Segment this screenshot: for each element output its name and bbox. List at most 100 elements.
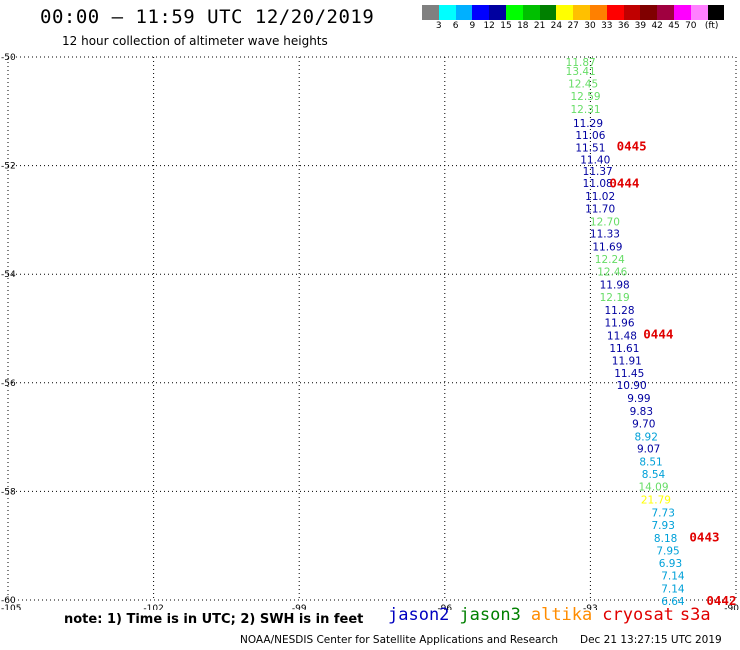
wave-height-value: 11.96 xyxy=(604,318,634,330)
wave-height-value: 13.41 xyxy=(566,66,596,78)
map-frame xyxy=(7,56,737,601)
wave-height-value: 11.98 xyxy=(600,280,630,292)
wave-height-value: 11.33 xyxy=(590,228,620,240)
wave-height-value: 8.54 xyxy=(642,469,666,481)
color-scale-label: 33 xyxy=(601,21,613,31)
wave-height-value: 12.70 xyxy=(590,217,620,229)
x-tick-label: -90 xyxy=(724,604,739,610)
wave-height-value: 9.07 xyxy=(637,444,660,456)
legend-jason3: jason3 xyxy=(459,605,521,625)
wave-height-value: 10.90 xyxy=(617,380,647,392)
color-swatch xyxy=(556,5,574,20)
color-swatch xyxy=(673,5,691,20)
wave-height-value: 11.48 xyxy=(607,331,637,343)
color-swatch xyxy=(657,5,674,20)
legend-altika: altika xyxy=(530,605,593,625)
color-scale-label: 18 xyxy=(517,21,529,31)
color-swatch xyxy=(640,5,658,20)
y-tick-label: -52 xyxy=(1,162,16,172)
wave-height-value: 11.28 xyxy=(604,305,634,317)
color-swatch xyxy=(623,5,641,20)
wave-height-value: 14.09 xyxy=(638,482,668,494)
wave-height-value: 11.70 xyxy=(585,203,615,215)
axis-ticks: -105 -102 -99 -96 -93 -90 -50 -52 -54 -56 -58 -60 xyxy=(1,53,739,610)
color-swatch xyxy=(573,5,590,20)
wave-height-value: 12.45 xyxy=(568,79,598,91)
wave-height-value: 12.19 xyxy=(600,292,630,304)
y-tick-label: -54 xyxy=(1,270,16,280)
wave-height-value: 11.06 xyxy=(575,130,605,142)
color-scale-label: (ft) xyxy=(704,21,719,31)
color-scale-label: 27 xyxy=(567,21,579,31)
wave-height-value: 11.91 xyxy=(612,356,642,368)
wave-height-value: 11.29 xyxy=(573,118,603,130)
color-scale-labels: 3 6 9 12 15 18 21 24 27 30 33 36 39 42 45 70 (ft) xyxy=(422,21,740,33)
color-scale-label: 12 xyxy=(483,21,495,31)
x-tick-label: -102 xyxy=(143,604,163,610)
wave-height-value: 11.45 xyxy=(614,368,644,380)
wave-height-value: 7.14 xyxy=(661,584,685,596)
wave-height-value: 6.64 xyxy=(661,596,685,608)
generated-timestamp: Dec 21 13:27:15 UTC 2019 xyxy=(580,634,722,646)
color-scale-label: 3 xyxy=(435,21,442,31)
color-scale-label: 70 xyxy=(685,21,697,31)
pass-time-label: 0443 xyxy=(689,530,719,545)
wave-height-value: 7.95 xyxy=(656,546,679,558)
color-swatch xyxy=(690,5,708,20)
color-scale-label: 6 xyxy=(452,21,459,31)
wave-height-value: 7.93 xyxy=(652,520,675,532)
color-scale-label: 39 xyxy=(634,21,647,31)
wave-height-value: 11.51 xyxy=(575,143,605,155)
pass-time-label: 0444 xyxy=(643,326,673,341)
color-swatch xyxy=(589,5,607,20)
wave-height-value: 11.87 xyxy=(566,57,596,69)
wave-height-value: 8.92 xyxy=(635,432,658,444)
y-tick-label: -56 xyxy=(1,379,16,389)
pass-time-labels: 0445 0444 0444 0443 0442 xyxy=(609,139,736,608)
wave-height-value: 8.18 xyxy=(654,533,677,545)
y-tick-label: -60 xyxy=(1,596,16,606)
x-tick-label: -96 xyxy=(437,604,452,610)
wave-height-value: 11.61 xyxy=(609,343,639,355)
wave-height-value: 11.40 xyxy=(580,155,610,167)
color-scale-label: 21 xyxy=(533,21,546,31)
color-scale-label: 30 xyxy=(584,21,596,31)
map-border xyxy=(7,56,737,601)
map-grid xyxy=(8,57,736,600)
map-subtitle: 12 hour collection of altimeter wave hei… xyxy=(62,34,328,48)
credit-line: NOAA/NESDIS Center for Satellite Applica… xyxy=(240,634,558,646)
color-swatch xyxy=(438,5,456,20)
color-swatch xyxy=(606,5,624,20)
color-swatch xyxy=(539,5,557,20)
y-tick-label: -50 xyxy=(1,53,16,63)
color-scale-label: 45 xyxy=(668,21,680,31)
wave-height-value: 9.83 xyxy=(630,406,653,418)
color-scale-label: 24 xyxy=(550,21,563,31)
color-scale-label: 42 xyxy=(651,21,663,31)
wave-height-value: 11.08 xyxy=(583,178,613,190)
x-tick-label: -93 xyxy=(583,604,598,610)
color-scale-bar xyxy=(422,5,725,20)
color-scale-label: 15 xyxy=(500,21,512,31)
wave-height-value: 7.14 xyxy=(661,571,685,583)
color-swatch xyxy=(707,5,725,20)
pass-time-label: 0444 xyxy=(609,176,639,191)
footnote: note: 1) Time is in UTC; 2) SWH is in fe… xyxy=(64,612,364,627)
wave-height-value: 9.99 xyxy=(627,393,650,405)
map-title: 00:00 – 11:59 UTC 12/20/2019 xyxy=(40,6,375,28)
x-tick-label: -99 xyxy=(292,604,307,610)
wave-height-value: 7.73 xyxy=(652,508,675,520)
color-swatch xyxy=(522,5,540,20)
color-swatch xyxy=(472,5,490,20)
color-swatch xyxy=(422,5,439,20)
wave-height-value: 12.59 xyxy=(571,91,601,103)
legend-jason2: jason2 xyxy=(388,605,450,625)
satellite-legend: jason2 jason3 altika cryosat s3a xyxy=(388,605,721,625)
color-swatch xyxy=(489,5,506,20)
wave-height-value: 12.24 xyxy=(595,254,625,266)
pass-time-label: 0445 xyxy=(617,139,647,154)
y-tick-label: -58 xyxy=(1,487,16,497)
color-swatch xyxy=(505,5,523,20)
color-scale-label: 36 xyxy=(617,21,630,31)
